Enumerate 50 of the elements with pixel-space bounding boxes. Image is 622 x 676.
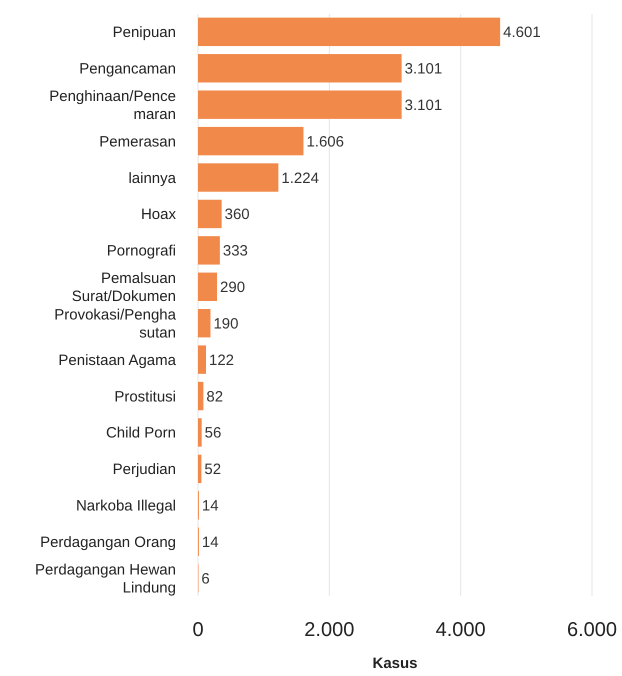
y-tick-label: Pemalsuan Surat/Dokumen bbox=[72, 270, 176, 306]
data-label: 6 bbox=[201, 570, 210, 588]
x-axis-title: Kasus bbox=[372, 655, 418, 672]
bar bbox=[198, 90, 402, 119]
x-tick-label: 4.000 bbox=[436, 619, 486, 641]
y-tick-label: Prostitusi bbox=[114, 388, 176, 406]
data-label: 56 bbox=[204, 424, 222, 442]
y-tick-label: Perdagangan Hewan Lindung bbox=[35, 561, 176, 596]
y-tick-label: Child Porn bbox=[106, 424, 176, 442]
data-label: 52 bbox=[204, 461, 222, 478]
data-label: 1.606 bbox=[306, 133, 344, 150]
data-label: 290 bbox=[220, 279, 246, 296]
bar bbox=[198, 236, 220, 265]
data-label: 122 bbox=[209, 352, 234, 369]
y-tick-label: Narkoba Illegal bbox=[76, 498, 176, 515]
bar bbox=[198, 382, 204, 410]
data-label: 3.101 bbox=[404, 60, 442, 78]
y-tick-label: Perdagangan Orang bbox=[40, 534, 176, 551]
bar bbox=[198, 418, 202, 447]
data-label: 3.101 bbox=[404, 96, 442, 114]
data-label: 1.224 bbox=[281, 170, 319, 187]
y-tick-label: Pengancaman bbox=[79, 60, 176, 78]
data-label: 82 bbox=[206, 388, 224, 406]
bar bbox=[198, 345, 206, 374]
x-tick-label: 0 bbox=[192, 619, 204, 641]
bar bbox=[198, 272, 218, 301]
x-tick-label: 2.000 bbox=[304, 619, 354, 641]
bar bbox=[198, 454, 202, 484]
data-label: 360 bbox=[224, 206, 250, 224]
data-label: 14 bbox=[202, 534, 219, 551]
data-label: 4.601 bbox=[503, 24, 541, 42]
y-tick-label: Provokasi/Penghasutan bbox=[54, 306, 177, 342]
y-tick-label: Penghinaan/Pencemaran bbox=[49, 88, 176, 123]
y-tick-label: Hoax bbox=[140, 206, 176, 224]
data-label: 14 bbox=[202, 498, 219, 515]
y-tick-label: Pemerasan bbox=[99, 133, 176, 150]
bar bbox=[198, 126, 304, 156]
bar bbox=[198, 18, 500, 46]
data-label: 190 bbox=[213, 315, 239, 332]
bar bbox=[198, 54, 402, 82]
y-tick-label: Pornografi bbox=[106, 242, 176, 260]
y-tick-label: Penipuan bbox=[112, 24, 176, 42]
y-tick-label: Perjudian bbox=[112, 461, 176, 478]
data-label: 333 bbox=[222, 242, 248, 260]
x-tick-label: 6.000 bbox=[566, 619, 618, 641]
y-tick-label: Penistaan Agama bbox=[58, 352, 177, 369]
bar bbox=[198, 309, 210, 338]
y-tick-label: lainnya bbox=[128, 170, 177, 187]
bar bbox=[198, 200, 222, 228]
bar bbox=[198, 163, 278, 192]
